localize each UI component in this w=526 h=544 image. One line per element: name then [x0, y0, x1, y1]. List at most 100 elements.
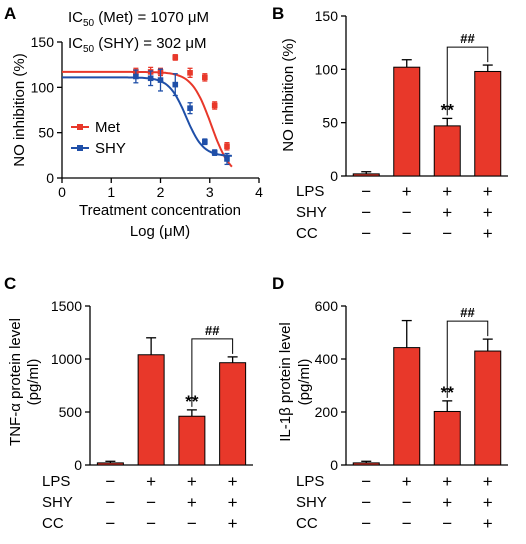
- significance-bracket: [446, 46, 489, 116]
- panel-a: A 0 50 100 150 0 1 2 3 4 IC50 (Met) = 1070 μM IC…: [4, 4, 263, 240]
- ic50-met-text: IC50 (Met) = 1070 μM: [68, 9, 209, 29]
- legend-label-met: Met: [95, 119, 121, 136]
- panel-a-x-axis-label-line1: Treatment concentration: [79, 202, 241, 219]
- data-point-shy: [172, 81, 179, 88]
- panel-a-y-axis-label: NO inhibition (%): [11, 53, 28, 166]
- panel-d: D IL-1β protein level (pg/ml) 0 200 400 600…: [272, 274, 508, 533]
- condition-sign: −: [361, 224, 371, 243]
- condition-sign: −: [442, 224, 452, 243]
- bar: [474, 70, 502, 177]
- bar: [433, 125, 461, 177]
- condition-sign: +: [442, 493, 452, 512]
- y-tick-label: 400: [315, 351, 339, 367]
- legend: Met SHY: [71, 119, 126, 157]
- condition-label-lps: LPS: [42, 473, 70, 490]
- bar: [352, 173, 380, 177]
- x-tick-label: 0: [58, 184, 66, 200]
- panel-a-points: [133, 54, 230, 166]
- bar: [96, 462, 124, 466]
- data-point-shy: [187, 105, 193, 111]
- condition-label-cc: CC: [296, 225, 318, 242]
- bar: [393, 66, 421, 177]
- condition-sign: +: [442, 182, 452, 201]
- significance-hash: ##: [205, 323, 220, 338]
- condition-sign: +: [483, 224, 493, 243]
- bar: [433, 410, 461, 466]
- condition-sign: −: [361, 514, 371, 533]
- y-tick-label: 100: [31, 79, 55, 95]
- data-point-shy: [157, 77, 164, 83]
- legend-label-shy: SHY: [95, 140, 126, 157]
- bar: [393, 347, 421, 466]
- x-tick-label: 4: [255, 184, 263, 200]
- data-point-met: [202, 74, 208, 81]
- condition-label-lps: LPS: [296, 473, 324, 490]
- data-point-shy: [224, 156, 230, 162]
- condition-sign: −: [361, 472, 371, 491]
- legend-marker-shy: [77, 145, 83, 151]
- y-tick-label: 50: [38, 125, 54, 141]
- condition-sign: −: [361, 182, 371, 201]
- significance-bracket: [446, 320, 489, 398]
- significance-hash: ##: [460, 305, 475, 320]
- data-point-met: [211, 102, 218, 109]
- condition-label-shy: SHY: [42, 494, 73, 511]
- y-tick-label: 0: [46, 170, 54, 186]
- fit-curve-shy: [62, 76, 232, 157]
- condition-sign: −: [442, 514, 452, 533]
- panel-c-y-axis-label-line1: TNF-α protein level: [7, 318, 24, 446]
- y-tick-label: 0: [74, 457, 82, 473]
- data-point-met: [172, 54, 179, 61]
- condition-sign: +: [402, 472, 412, 491]
- condition-label-cc: CC: [42, 515, 64, 532]
- condition-sign: +: [442, 472, 452, 491]
- condition-sign: −: [105, 514, 115, 533]
- y-tick-label: 150: [31, 34, 55, 50]
- x-tick-label: 3: [206, 184, 214, 200]
- condition-sign: +: [228, 493, 238, 512]
- x-tick-label: 1: [107, 184, 115, 200]
- condition-label-cc: CC: [296, 515, 318, 532]
- condition-label-shy: SHY: [296, 204, 327, 221]
- condition-sign: +: [228, 472, 238, 491]
- condition-sign: −: [105, 493, 115, 512]
- condition-sign: −: [146, 514, 156, 533]
- condition-sign: +: [442, 203, 452, 222]
- panel-c-y-axis-label-line2: (pg/ml): [25, 359, 42, 406]
- y-tick-label: 1500: [51, 298, 82, 314]
- condition-sign: −: [402, 203, 412, 222]
- condition-sign: +: [483, 203, 493, 222]
- condition-sign: −: [146, 493, 156, 512]
- data-point-met: [187, 70, 193, 76]
- significance-bracket: [191, 338, 234, 407]
- data-point-shy: [211, 149, 218, 156]
- condition-sign: +: [483, 493, 493, 512]
- condition-sign: +: [187, 493, 197, 512]
- condition-sign: −: [187, 514, 197, 533]
- panel-c-label: C: [4, 274, 16, 293]
- panel-a-x-axis-label-line2: Log (μM): [130, 223, 190, 240]
- y-tick-label: 1000: [51, 351, 82, 367]
- y-tick-label: 600: [315, 298, 339, 314]
- condition-sign: +: [483, 514, 493, 533]
- panel-a-fit-curves: [62, 70, 233, 168]
- condition-sign: −: [402, 514, 412, 533]
- bar: [137, 354, 165, 466]
- significance-hash: ##: [460, 31, 475, 46]
- x-tick-label: 2: [157, 184, 165, 200]
- y-tick-label: 0: [330, 168, 338, 184]
- legend-item-met: Met: [71, 119, 121, 136]
- y-tick-label: 50: [322, 115, 338, 131]
- condition-sign: +: [146, 472, 156, 491]
- condition-label-shy: SHY: [296, 494, 327, 511]
- y-tick-label: 150: [315, 8, 339, 24]
- condition-sign: +: [402, 182, 412, 201]
- panel-d-y-axis-label-line2: (pg/ml): [296, 359, 313, 406]
- data-point-shy: [202, 138, 208, 145]
- bar: [178, 415, 206, 466]
- ic50-shy-text: IC50 (SHY) = 302 μM: [68, 35, 207, 55]
